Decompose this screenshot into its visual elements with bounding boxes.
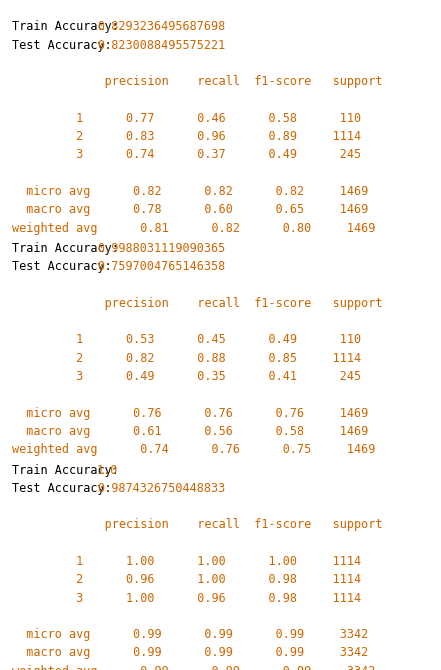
Text: 2      0.96      1.00      0.98     1114: 2 0.96 1.00 0.98 1114	[12, 574, 361, 586]
Text: 3      1.00      0.96      0.98     1114: 3 1.00 0.96 0.98 1114	[12, 592, 361, 604]
Text: 0.8293236495687698: 0.8293236495687698	[97, 21, 225, 34]
Text: macro avg      0.99      0.99      0.99     3342: macro avg 0.99 0.99 0.99 3342	[12, 647, 369, 659]
Text: 1.0: 1.0	[97, 464, 119, 476]
Text: micro avg      0.99      0.99      0.99     3342: micro avg 0.99 0.99 0.99 3342	[12, 628, 369, 641]
Text: Train Accuracy:: Train Accuracy:	[12, 464, 133, 476]
Text: 3      0.49      0.35      0.41      245: 3 0.49 0.35 0.41 245	[12, 370, 361, 383]
Text: weighted avg      0.81      0.82      0.80     1469: weighted avg 0.81 0.82 0.80 1469	[12, 222, 376, 234]
Text: Train Accuracy:: Train Accuracy:	[12, 21, 133, 34]
Text: precision    recall  f1-score   support: precision recall f1-score support	[12, 297, 383, 310]
Text: 3      0.74      0.37      0.49      245: 3 0.74 0.37 0.49 245	[12, 149, 361, 161]
Text: 0.9874326750448833: 0.9874326750448833	[97, 482, 225, 495]
Text: 1      0.53      0.45      0.49      110: 1 0.53 0.45 0.49 110	[12, 334, 361, 346]
Text: micro avg      0.76      0.76      0.76     1469: micro avg 0.76 0.76 0.76 1469	[12, 407, 369, 419]
Text: 1      0.77      0.46      0.58      110: 1 0.77 0.46 0.58 110	[12, 112, 361, 125]
Text: Test Accuracy:: Test Accuracy:	[12, 261, 133, 273]
Text: Test Accuracy:: Test Accuracy:	[12, 482, 133, 495]
Text: precision    recall  f1-score   support: precision recall f1-score support	[12, 519, 383, 531]
Text: Train Accuracy:: Train Accuracy:	[12, 242, 133, 255]
Text: precision    recall  f1-score   support: precision recall f1-score support	[12, 75, 383, 88]
Text: 0.8230088495575221: 0.8230088495575221	[97, 39, 225, 52]
Text: weighted avg      0.74      0.76      0.75     1469: weighted avg 0.74 0.76 0.75 1469	[12, 443, 376, 456]
Text: weighted avg      0.99      0.99      0.99     3342: weighted avg 0.99 0.99 0.99 3342	[12, 665, 376, 670]
Text: micro avg      0.82      0.82      0.82     1469: micro avg 0.82 0.82 0.82 1469	[12, 185, 369, 198]
Text: macro avg      0.61      0.56      0.58     1469: macro avg 0.61 0.56 0.58 1469	[12, 425, 369, 438]
Text: 1      1.00      1.00      1.00     1114: 1 1.00 1.00 1.00 1114	[12, 555, 361, 568]
Text: Test Accuracy:: Test Accuracy:	[12, 39, 133, 52]
Text: 0.9988031119090365: 0.9988031119090365	[97, 242, 225, 255]
Text: 2      0.83      0.96      0.89     1114: 2 0.83 0.96 0.89 1114	[12, 130, 361, 143]
Text: macro avg      0.78      0.60      0.65     1469: macro avg 0.78 0.60 0.65 1469	[12, 203, 369, 216]
Text: 0.7597004765146358: 0.7597004765146358	[97, 261, 225, 273]
Text: 2      0.82      0.88      0.85     1114: 2 0.82 0.88 0.85 1114	[12, 352, 361, 364]
